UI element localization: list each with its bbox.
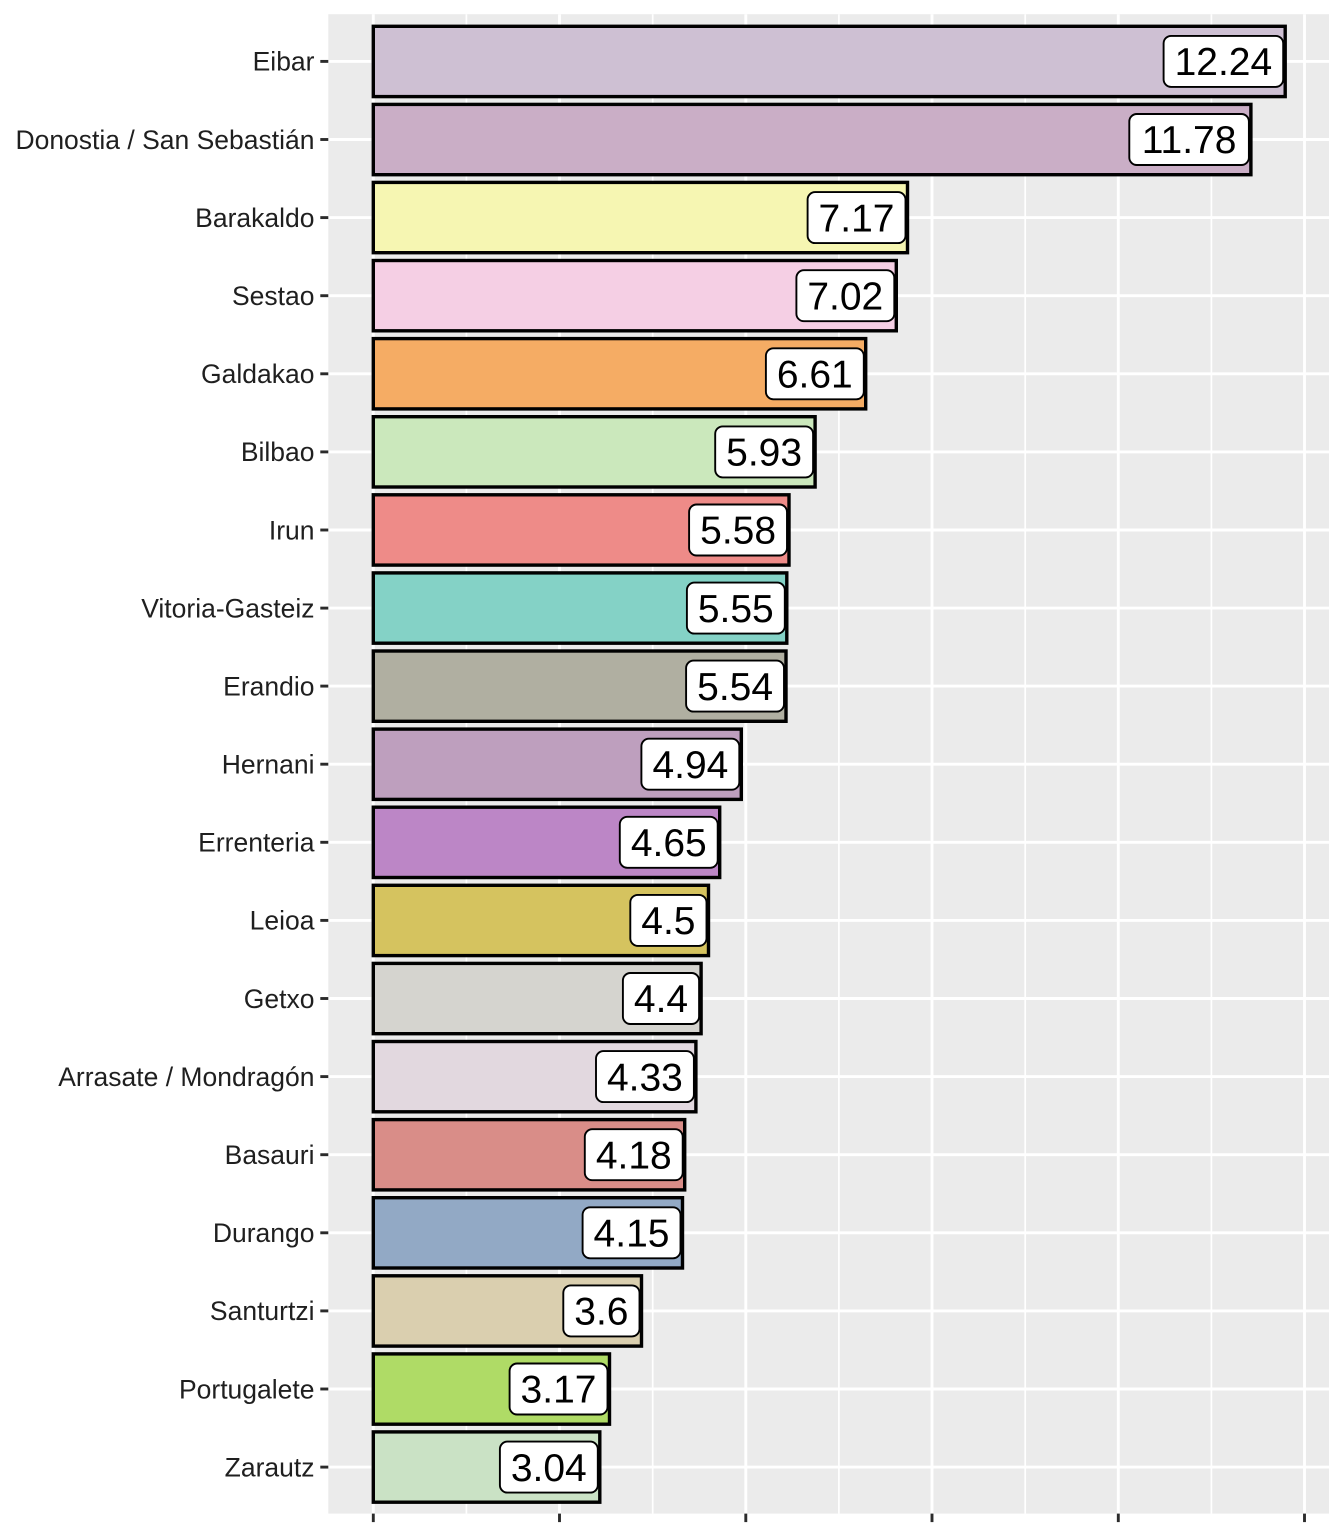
svg-text:6.61: 6.61 [777,353,853,396]
svg-text:Erandio: Erandio [223,671,314,701]
svg-text:4.4: 4.4 [634,978,688,1021]
svg-text:Vitoria-Gasteiz: Vitoria-Gasteiz [141,593,314,623]
svg-text:4.5: 4.5 [641,900,695,943]
svg-text:Donostia / San Sebastián: Donostia / San Sebastián [15,125,314,155]
svg-text:Galdakao: Galdakao [201,359,314,389]
svg-text:Eibar: Eibar [253,47,315,77]
svg-text:Basauri: Basauri [225,1140,315,1170]
svg-text:4.15: 4.15 [594,1212,670,1255]
svg-text:Barakaldo: Barakaldo [195,203,314,233]
svg-text:Zarautz: Zarautz [225,1452,315,1482]
svg-text:Bilbao: Bilbao [241,437,315,467]
svg-text:Getxo: Getxo [244,984,315,1014]
svg-text:5.58: 5.58 [700,510,776,553]
svg-text:3.17: 3.17 [521,1369,597,1412]
svg-text:Arrasate / Mondragón: Arrasate / Mondragón [58,1062,314,1092]
svg-text:7.02: 7.02 [807,275,883,318]
svg-text:Leioa: Leioa [250,906,315,936]
svg-text:4.65: 4.65 [631,822,707,865]
svg-text:Hernani: Hernani [222,749,315,779]
svg-text:Santurtzi: Santurtzi [210,1296,315,1326]
svg-text:Errenteria: Errenteria [198,828,315,858]
svg-text:4.18: 4.18 [596,1134,672,1177]
svg-text:3.6: 3.6 [574,1291,628,1334]
svg-text:4.33: 4.33 [607,1056,683,1099]
svg-text:5.55: 5.55 [698,588,774,631]
svg-text:Durango: Durango [213,1218,315,1248]
svg-text:Sestao: Sestao [232,281,315,311]
svg-text:11.78: 11.78 [1142,119,1237,162]
svg-text:7.17: 7.17 [819,197,895,240]
svg-text:5.93: 5.93 [726,432,802,475]
svg-text:Portugalete: Portugalete [179,1374,315,1404]
svg-text:12.24: 12.24 [1175,41,1273,84]
svg-text:5.54: 5.54 [697,666,773,709]
svg-text:4.94: 4.94 [652,744,728,787]
svg-text:3.04: 3.04 [511,1447,587,1490]
svg-text:Irun: Irun [269,515,315,545]
